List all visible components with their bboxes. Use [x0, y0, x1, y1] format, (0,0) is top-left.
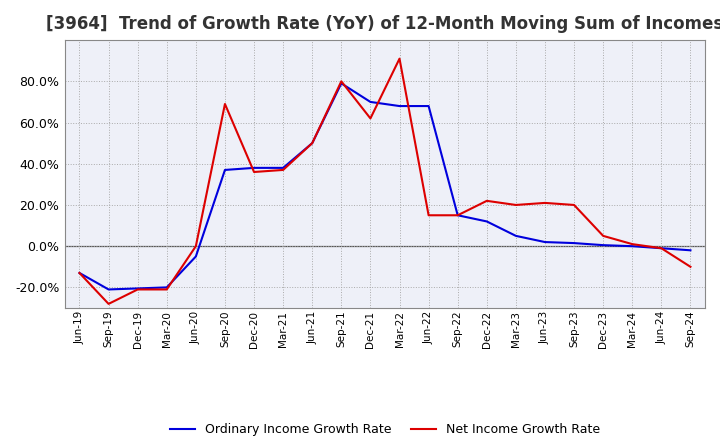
Ordinary Income Growth Rate [657, 246, 666, 251]
Net Income Growth Rate [686, 264, 695, 269]
Net Income Growth Rate [454, 213, 462, 218]
Net Income Growth Rate [599, 233, 608, 238]
Net Income Growth Rate [366, 116, 374, 121]
Net Income Growth Rate [482, 198, 491, 203]
Net Income Growth Rate [657, 246, 666, 251]
Net Income Growth Rate [192, 243, 200, 249]
Net Income Growth Rate [395, 56, 404, 61]
Net Income Growth Rate [133, 287, 142, 292]
Net Income Growth Rate [424, 213, 433, 218]
Net Income Growth Rate [75, 270, 84, 275]
Ordinary Income Growth Rate [686, 248, 695, 253]
Net Income Growth Rate [628, 242, 636, 247]
Ordinary Income Growth Rate [570, 240, 578, 246]
Net Income Growth Rate [512, 202, 521, 208]
Ordinary Income Growth Rate [337, 81, 346, 86]
Ordinary Income Growth Rate [192, 254, 200, 259]
Net Income Growth Rate [570, 202, 578, 208]
Net Income Growth Rate [104, 301, 113, 307]
Legend: Ordinary Income Growth Rate, Net Income Growth Rate: Ordinary Income Growth Rate, Net Income … [166, 418, 605, 440]
Ordinary Income Growth Rate [482, 219, 491, 224]
Net Income Growth Rate [337, 79, 346, 84]
Ordinary Income Growth Rate [599, 242, 608, 248]
Net Income Growth Rate [163, 287, 171, 292]
Ordinary Income Growth Rate [541, 239, 549, 245]
Ordinary Income Growth Rate [395, 103, 404, 109]
Line: Ordinary Income Growth Rate: Ordinary Income Growth Rate [79, 84, 690, 290]
Ordinary Income Growth Rate [366, 99, 374, 105]
Ordinary Income Growth Rate [454, 213, 462, 218]
Net Income Growth Rate [308, 140, 317, 146]
Ordinary Income Growth Rate [279, 165, 287, 171]
Net Income Growth Rate [541, 200, 549, 205]
Net Income Growth Rate [220, 101, 229, 106]
Ordinary Income Growth Rate [133, 286, 142, 291]
Ordinary Income Growth Rate [163, 285, 171, 290]
Ordinary Income Growth Rate [75, 270, 84, 275]
Title: [3964]  Trend of Growth Rate (YoY) of 12-Month Moving Sum of Incomes: [3964] Trend of Growth Rate (YoY) of 12-… [46, 15, 720, 33]
Ordinary Income Growth Rate [104, 287, 113, 292]
Net Income Growth Rate [279, 167, 287, 172]
Ordinary Income Growth Rate [512, 233, 521, 238]
Ordinary Income Growth Rate [220, 167, 229, 172]
Ordinary Income Growth Rate [308, 140, 317, 146]
Line: Net Income Growth Rate: Net Income Growth Rate [79, 59, 690, 304]
Ordinary Income Growth Rate [424, 103, 433, 109]
Ordinary Income Growth Rate [628, 243, 636, 249]
Net Income Growth Rate [250, 169, 258, 175]
Ordinary Income Growth Rate [250, 165, 258, 171]
